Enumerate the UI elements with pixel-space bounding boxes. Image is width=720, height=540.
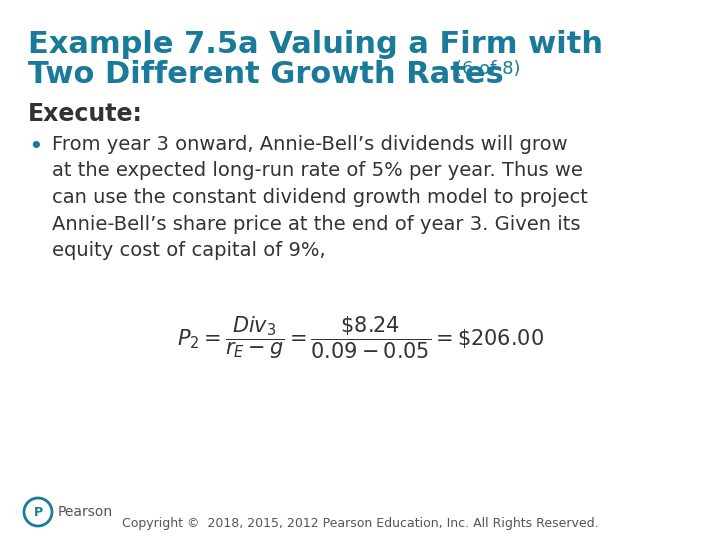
Text: (6 of 8): (6 of 8): [455, 60, 521, 78]
Text: Example 7.5a Valuing a Firm with: Example 7.5a Valuing a Firm with: [28, 30, 603, 59]
Text: •: •: [28, 135, 42, 159]
Text: Copyright ©  2018, 2015, 2012 Pearson Education, Inc. All Rights Reserved.: Copyright © 2018, 2015, 2012 Pearson Edu…: [122, 517, 598, 530]
Text: Two Different Growth Rates: Two Different Growth Rates: [28, 60, 504, 89]
Text: Execute:: Execute:: [28, 102, 143, 126]
Text: $P_2 = \dfrac{Div_3}{r_E - g} = \dfrac{\$8.24}{0.09 - 0.05} = \$206.00$: $P_2 = \dfrac{Div_3}{r_E - g} = \dfrac{\…: [176, 315, 544, 361]
Text: Pearson: Pearson: [58, 505, 113, 519]
Text: From year 3 onward, Annie-Bell’s dividends will grow
at the expected long-run ra: From year 3 onward, Annie-Bell’s dividen…: [52, 135, 588, 260]
Text: P: P: [33, 505, 42, 518]
